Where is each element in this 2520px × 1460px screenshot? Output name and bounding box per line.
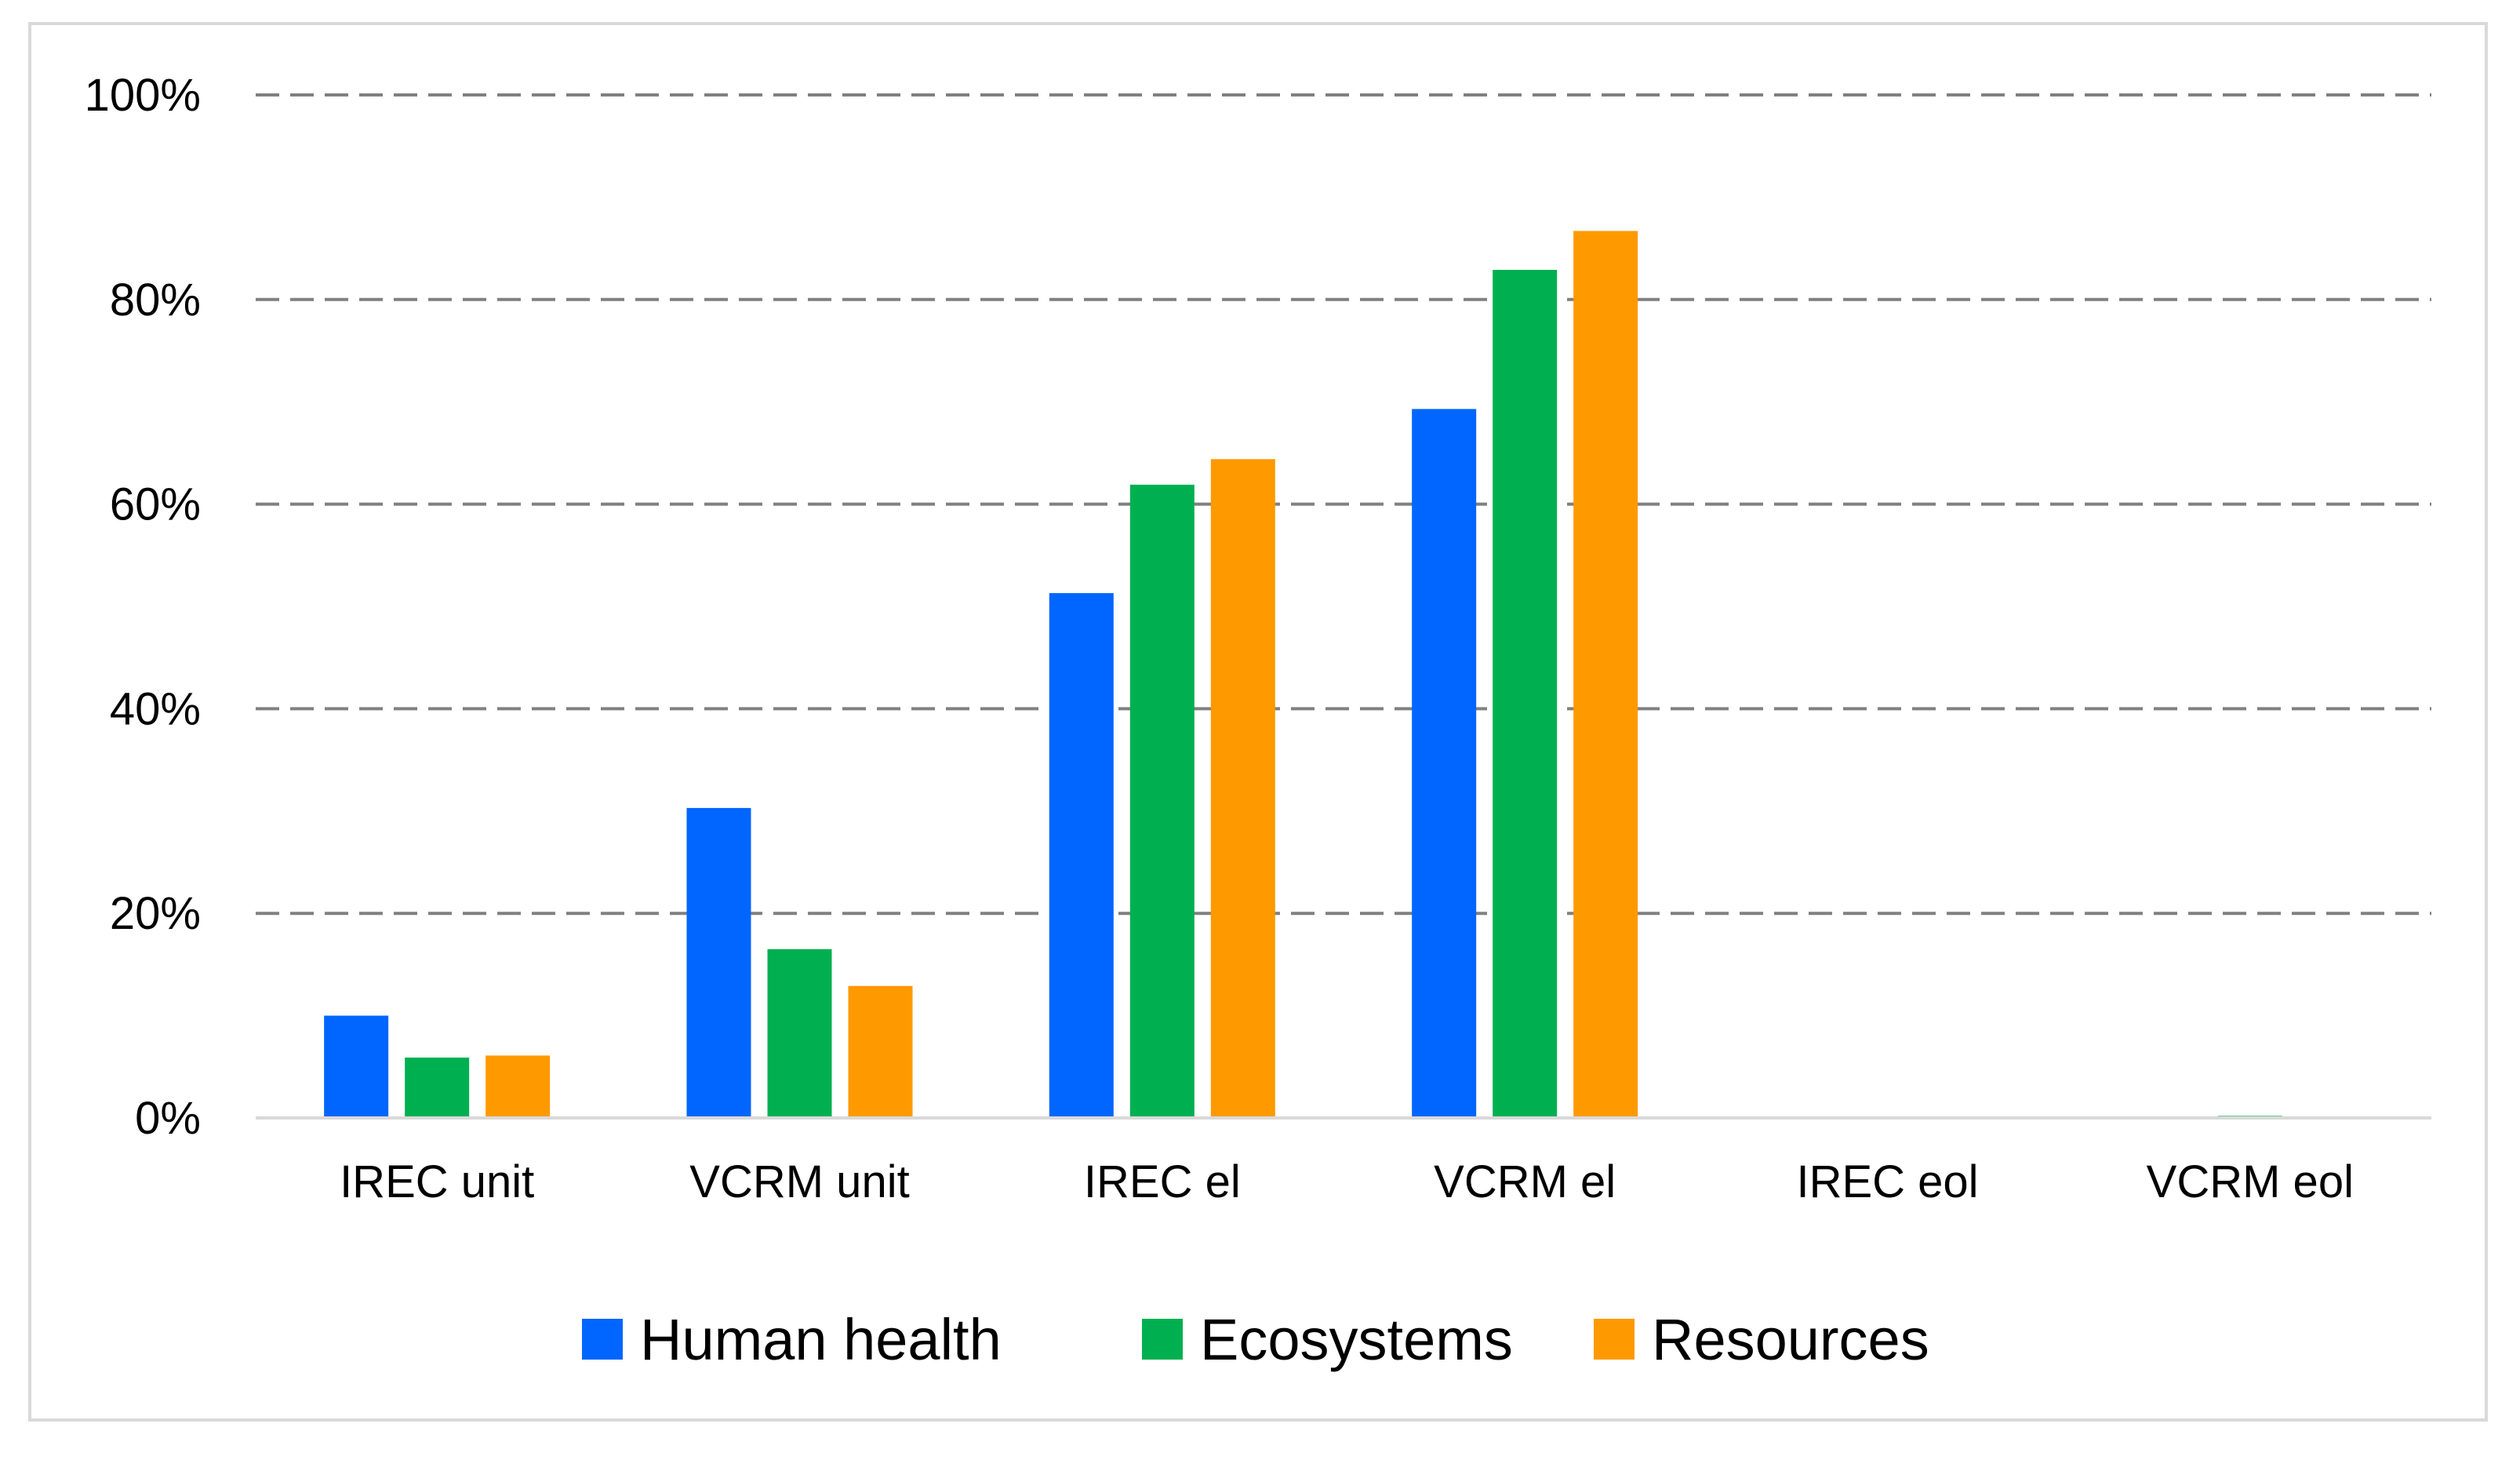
gridlines [256, 93, 2431, 916]
x-category-label: IREC el [1084, 1156, 1241, 1207]
bar-resources [485, 1055, 551, 1118]
x-category-label: VCRM eol [2147, 1156, 2354, 1207]
y-tick-label: 20% [110, 888, 201, 939]
legend: Human health Ecosystems Resources [582, 1307, 1929, 1372]
bars [324, 231, 2282, 1118]
axes: 0% 20% 40% 60% 80% 100% IREC unit VCRM unit IREC… [85, 70, 2431, 1207]
legend-swatch [1142, 1319, 1183, 1360]
bar-human-health [324, 1015, 389, 1118]
x-category-label: IREC eol [1796, 1156, 1978, 1207]
legend-swatch [1594, 1319, 1635, 1360]
x-category-label: VCRM el [1434, 1156, 1616, 1207]
y-tick-label: 40% [110, 683, 201, 734]
y-tick-label: 60% [110, 479, 201, 530]
bar-resources [1573, 231, 1638, 1118]
legend-label: Human health [640, 1307, 1002, 1372]
y-tick-label: 80% [110, 275, 201, 326]
legend-label: Ecosystems [1200, 1307, 1513, 1372]
legend-swatch [582, 1319, 623, 1360]
bar-ecosystems [405, 1058, 470, 1118]
y-tick-label: 0% [135, 1093, 201, 1144]
bar-chart: 0% 20% 40% 60% 80% 100% IREC unit VCRM unit IREC… [85, 70, 2431, 1372]
x-category-label: IREC unit [340, 1156, 534, 1207]
bar-resources [1210, 459, 1275, 1118]
bar-ecosystems [1129, 484, 1195, 1118]
bar-ecosystems [767, 948, 832, 1118]
bar-ecosystems [1493, 269, 1558, 1118]
chart-frame: 0% 20% 40% 60% 80% 100% IREC unit VCRM unit IREC… [28, 22, 2488, 1422]
x-category-label: VCRM unit [689, 1156, 909, 1207]
legend-label: Resources [1652, 1307, 1929, 1372]
y-tick-label: 100% [85, 70, 201, 121]
bar-human-health [1412, 409, 1477, 1118]
bar-human-health [686, 807, 751, 1118]
bar-human-health [1049, 593, 1114, 1118]
bar-resources [848, 985, 913, 1118]
